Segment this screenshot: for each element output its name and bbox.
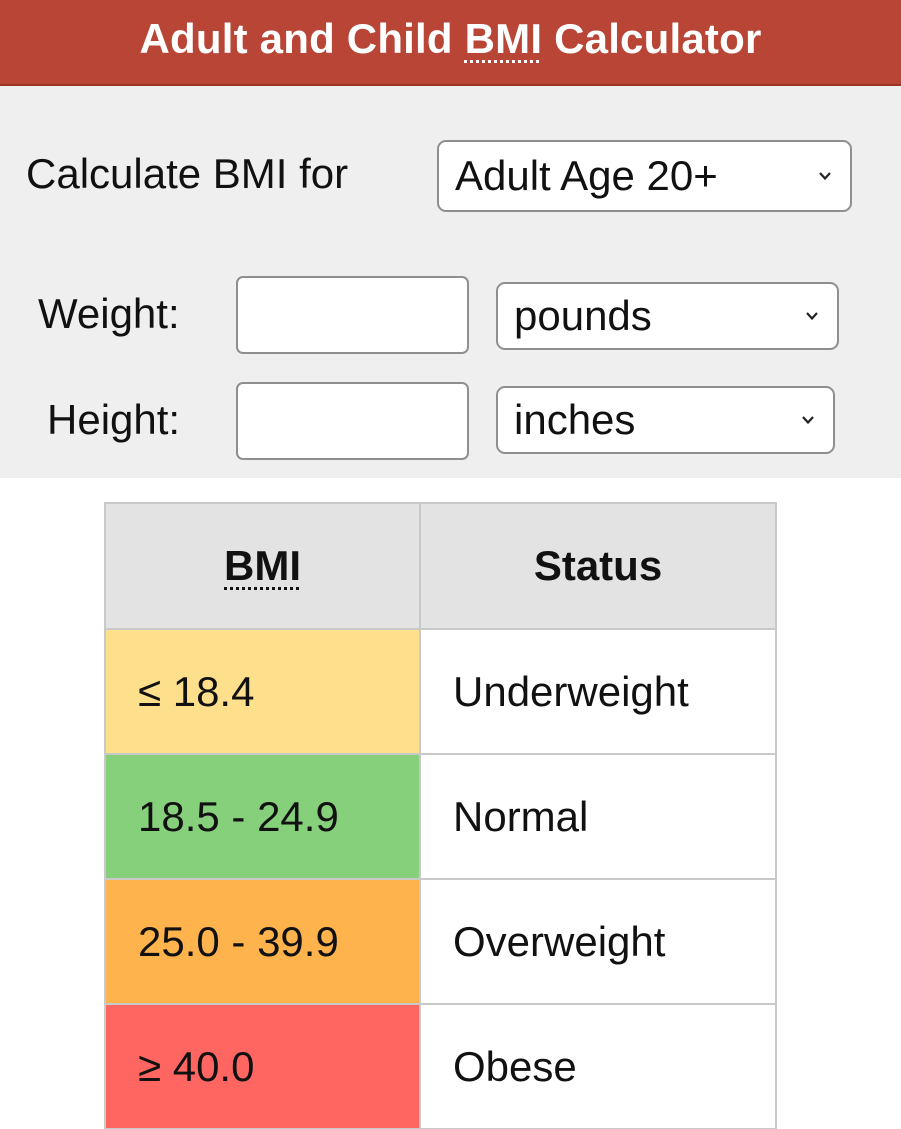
weight-unit-select[interactable]: pounds: [496, 282, 839, 350]
height-unit-selected-value: inches: [514, 396, 636, 443]
chevron-down-icon: [802, 416, 814, 425]
chevron-down-icon: [806, 312, 818, 321]
height-input[interactable]: [236, 382, 469, 460]
status-cell: Normal: [419, 753, 777, 880]
bmi-column-header: BMI: [104, 502, 421, 630]
weight-unit-selected-value: pounds: [514, 292, 652, 339]
status-cell: Underweight: [419, 628, 777, 755]
title-prefix: Adult and Child: [139, 15, 465, 62]
title-bmi-abbreviation[interactable]: BMI: [464, 15, 543, 62]
status-column-header: Status: [419, 502, 777, 630]
calculate-for-label: Calculate BMI for: [26, 150, 349, 197]
age-group-select[interactable]: Adult Age 20+: [437, 140, 852, 212]
age-group-selected-value: Adult Age 20+: [455, 152, 718, 199]
bmi-range-cell: 25.0 - 39.9: [104, 878, 421, 1005]
chevron-down-icon: [819, 172, 831, 181]
calculator-form: Calculate BMI for Adult Age 20+ Weight: …: [0, 86, 901, 478]
table-header-row: BMI Status: [104, 502, 777, 630]
table-row: 18.5 - 24.9 Normal: [104, 753, 777, 880]
table-row: 25.0 - 39.9 Overweight: [104, 878, 777, 1005]
bmi-range-cell: ≤ 18.4: [104, 628, 421, 755]
calculator-title: Adult and Child BMI Calculator: [0, 0, 901, 86]
status-cell: Obese: [419, 1003, 777, 1129]
height-label: Height:: [47, 396, 181, 443]
bmi-range-cell: 18.5 - 24.9: [104, 753, 421, 880]
weight-input[interactable]: [236, 276, 469, 354]
table-row: ≤ 18.4 Underweight: [104, 628, 777, 755]
bmi-status-table: BMI Status ≤ 18.4 Underweight 18.5 - 24.…: [104, 502, 777, 1129]
status-cell: Overweight: [419, 878, 777, 1005]
height-unit-select[interactable]: inches: [496, 386, 835, 454]
bmi-header-abbreviation[interactable]: BMI: [224, 542, 301, 589]
title-suffix: Calculator: [542, 15, 762, 62]
weight-label: Weight:: [38, 290, 180, 337]
bmi-range-cell: ≥ 40.0: [104, 1003, 421, 1129]
table-row: ≥ 40.0 Obese: [104, 1003, 777, 1129]
